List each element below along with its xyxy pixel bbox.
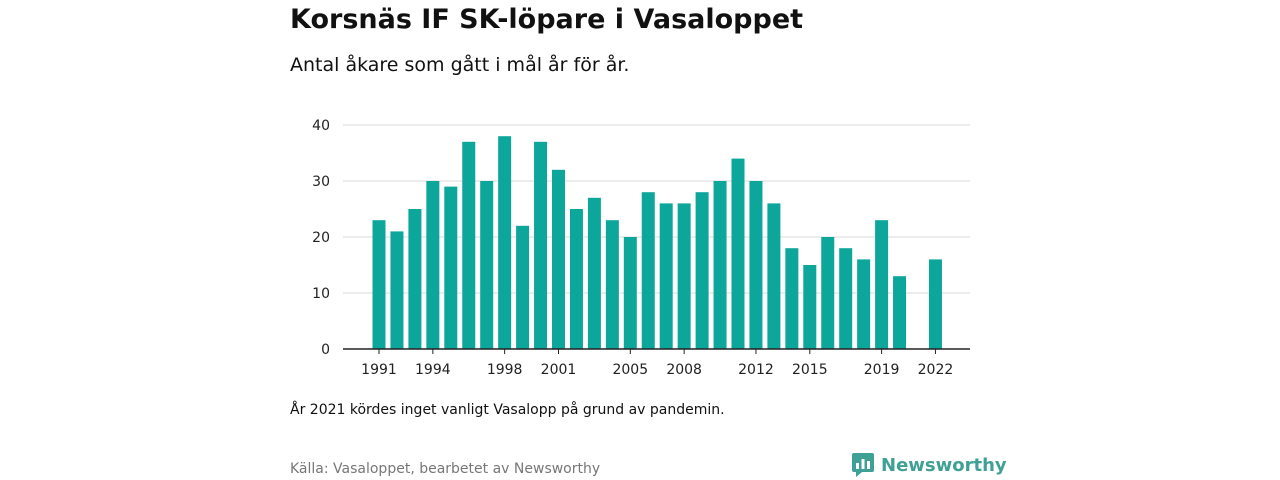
x-tick-label: 1998 (487, 362, 523, 378)
bar (372, 220, 386, 349)
bar (587, 197, 601, 349)
x-tick-label: 2008 (666, 362, 702, 378)
bar (731, 158, 745, 349)
bar (875, 220, 889, 349)
bar (677, 203, 691, 349)
bar (893, 276, 907, 349)
bar (480, 181, 494, 349)
bar (623, 237, 637, 349)
x-tick-label: 2022 (918, 362, 954, 378)
x-tick-label: 2015 (792, 362, 828, 378)
bar-layer (372, 136, 942, 349)
bar (641, 192, 655, 349)
bar (928, 259, 942, 349)
bar (857, 259, 871, 349)
bar (749, 181, 763, 349)
x-tick-label: 1994 (415, 362, 451, 378)
brand-logo: Newsworthy (852, 453, 1007, 477)
chart-title: Korsnäs IF SK-löpare i Vasaloppet (290, 4, 804, 35)
bar (552, 169, 565, 349)
bar (534, 141, 548, 349)
bar (695, 192, 709, 349)
bar (498, 136, 512, 349)
y-tick-label: 30 (312, 174, 330, 190)
x-tick-label: 2001 (541, 362, 577, 378)
x-tick-label: 2012 (738, 362, 774, 378)
bar (767, 203, 781, 349)
bar (839, 248, 853, 349)
bar (821, 237, 835, 349)
axis-layer: 0 10 20 30 40 1991 1994 1998 2001 2005 2008 2012 201… (312, 118, 970, 378)
y-tick-label: 40 (312, 118, 330, 134)
x-tick-label: 2005 (612, 362, 648, 378)
bar (569, 209, 583, 349)
bar (390, 231, 404, 349)
bar (426, 181, 440, 349)
newsworthy-logo-icon (852, 453, 874, 477)
bar-chart: 0 10 20 30 40 1991 1994 1998 2001 2005 2008 2012 201… (312, 118, 970, 378)
bar (713, 181, 727, 349)
bar (605, 220, 619, 349)
footnote: År 2021 kördes inget vanligt Vasalopp på… (290, 402, 725, 418)
bar (803, 265, 817, 349)
y-tick-label: 20 (312, 230, 330, 246)
brand-name: Newsworthy (881, 454, 1007, 476)
bar (444, 186, 458, 349)
bar (516, 225, 530, 349)
chart-subtitle: Antal åkare som gått i mål år för år. (290, 54, 630, 76)
y-tick-label: 10 (312, 286, 330, 302)
bar (462, 141, 476, 349)
bar (659, 203, 673, 349)
bar (408, 209, 422, 349)
x-tick-label: 1991 (361, 362, 397, 378)
x-tick-label: 2019 (864, 362, 900, 378)
bar (785, 248, 799, 349)
source-text: Källa: Vasaloppet, bearbetet av Newswort… (290, 461, 601, 477)
y-tick-label: 0 (321, 342, 330, 358)
